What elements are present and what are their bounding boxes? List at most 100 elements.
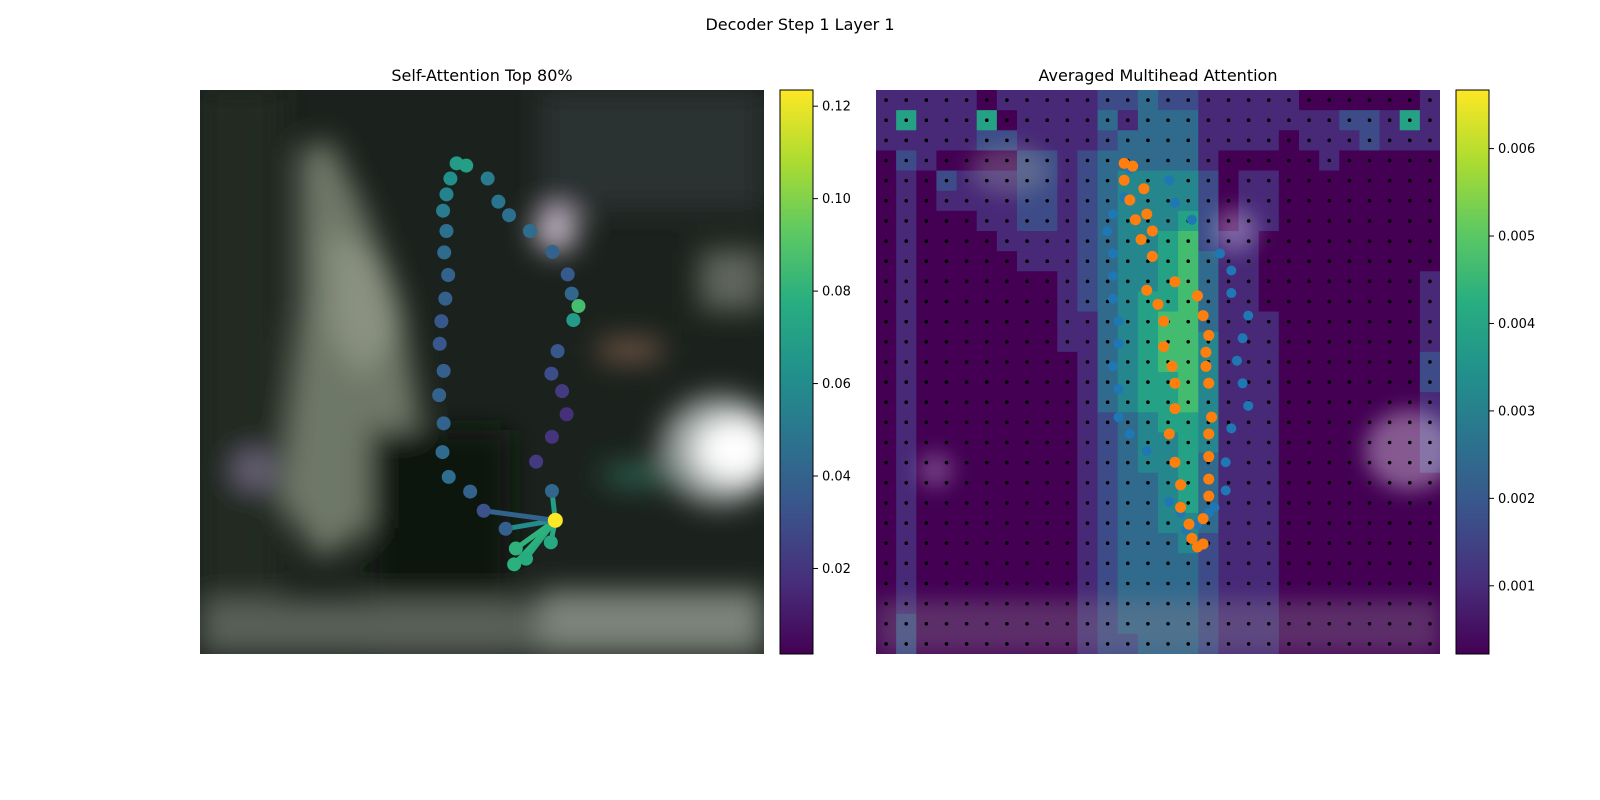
grid-point — [1347, 299, 1352, 304]
grid-point — [1045, 561, 1050, 566]
grid-point — [1125, 501, 1130, 505]
grid-point — [1005, 501, 1009, 505]
grid-point — [1085, 219, 1090, 223]
grid-point — [1125, 541, 1130, 546]
sampling-point-orange — [1146, 225, 1158, 237]
query-point — [436, 416, 451, 431]
multihead-attention-panel: Averaged Multihead Attention 0.0010.0020… — [876, 66, 1535, 655]
grid-point — [1005, 339, 1009, 344]
sampling-point-orange — [1191, 290, 1203, 302]
grid-point — [964, 138, 969, 143]
grid-point — [984, 621, 989, 626]
sampling-point-orange — [1203, 451, 1215, 463]
grid-point — [1125, 299, 1130, 304]
grid-point — [1065, 380, 1070, 384]
grid-point — [1166, 118, 1170, 123]
grid-point — [1307, 259, 1311, 264]
grid-point — [1428, 219, 1432, 223]
grid-point — [1146, 198, 1150, 203]
grid-point — [944, 400, 949, 405]
grid-point — [1327, 158, 1332, 163]
grid-point — [1367, 239, 1372, 243]
grid-point — [1206, 198, 1211, 203]
grid-point — [1146, 400, 1150, 405]
query-point — [544, 429, 559, 444]
grid-point — [924, 319, 929, 324]
grid-point — [1327, 621, 1332, 626]
grid-point — [924, 158, 929, 163]
grid-point — [1045, 400, 1050, 405]
grid-point — [1206, 118, 1211, 123]
grid-point — [1266, 642, 1271, 646]
query-point — [436, 363, 451, 378]
grid-point — [944, 360, 949, 364]
grid-point — [1226, 319, 1231, 324]
grid-point — [1065, 259, 1070, 264]
grid-point — [1287, 198, 1291, 203]
grid-point — [1287, 501, 1291, 505]
grid-point — [1347, 561, 1352, 566]
grid-point — [1045, 420, 1050, 425]
grid-point — [1045, 339, 1050, 344]
query-point — [529, 454, 544, 469]
attention-edge — [481, 508, 558, 523]
grid-point — [1166, 521, 1170, 525]
grid-point — [1025, 279, 1029, 284]
sampling-point-orange — [1203, 490, 1215, 502]
grid-point — [984, 561, 989, 566]
grid-point — [1287, 158, 1291, 163]
grid-point — [1045, 158, 1050, 163]
grid-point — [924, 581, 929, 586]
grid-point — [884, 360, 888, 364]
grid-point — [1085, 420, 1090, 425]
grid-point — [1146, 541, 1150, 546]
query-point — [550, 344, 565, 359]
grid-point — [1246, 118, 1251, 123]
grid-point — [964, 360, 969, 364]
grid-point — [1407, 501, 1412, 505]
grid-point — [1347, 198, 1352, 203]
grid-point — [1327, 440, 1332, 445]
grid-point — [1226, 98, 1231, 102]
grid-point — [1428, 480, 1432, 485]
grid-point — [1287, 360, 1291, 364]
grid-point — [924, 239, 929, 243]
colorbar-right-tick-label: 0.006 — [1498, 142, 1535, 157]
grid-point — [1407, 198, 1412, 203]
grid-point — [1065, 339, 1070, 344]
grid-point — [1246, 581, 1251, 586]
grid-point — [1085, 501, 1090, 505]
grid-point — [964, 601, 969, 606]
grid-point — [1146, 178, 1150, 183]
grid-point — [1105, 642, 1110, 646]
grid-point — [1186, 480, 1191, 485]
grid-point — [1206, 581, 1211, 586]
self-attention-title: Self-Attention Top 80% — [391, 66, 572, 85]
grid-point — [1146, 561, 1150, 566]
grid-point — [964, 642, 969, 646]
grid-point — [1065, 360, 1070, 364]
grid-point — [1407, 319, 1412, 324]
grid-point — [984, 118, 989, 123]
grid-point — [1105, 360, 1110, 364]
grid-point — [1327, 561, 1332, 566]
grid-point — [1428, 440, 1432, 445]
grid-point — [884, 541, 888, 546]
grid-point — [1387, 541, 1392, 546]
sampling-point-blue — [1102, 226, 1113, 236]
grid-point — [1428, 621, 1432, 626]
grid-point — [1025, 460, 1029, 465]
grid-point — [1407, 601, 1412, 606]
grid-point — [1387, 219, 1392, 223]
grid-point — [1045, 360, 1050, 364]
grid-point — [1105, 118, 1110, 123]
grid-point — [1347, 138, 1352, 143]
grid-point — [1387, 339, 1392, 344]
grid-point — [1166, 420, 1170, 425]
grid-point — [1226, 561, 1231, 566]
grid-point — [984, 158, 989, 163]
grid-point — [1226, 259, 1231, 264]
grid-point — [1367, 400, 1372, 405]
query-point — [443, 171, 458, 186]
grid-point — [1347, 521, 1352, 525]
